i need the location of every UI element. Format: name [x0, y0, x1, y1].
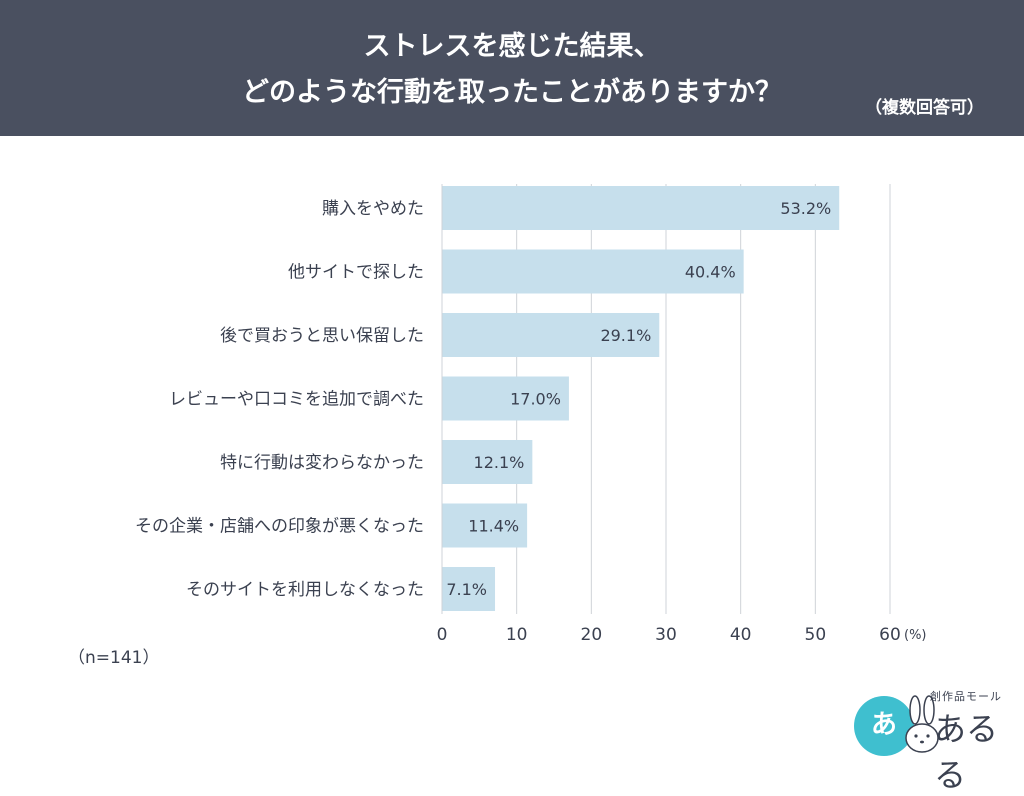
category-label-3: 後で買おうと思い保留した	[220, 326, 424, 346]
category-label-1: 購入をやめた	[322, 199, 424, 219]
category-label-6: その企業・店舗への印象が悪くなった	[135, 517, 424, 537]
category-label-2: 他サイトで探した	[288, 263, 424, 283]
data-label-3: 29.1%	[600, 326, 651, 345]
multiple-answer-note: （複数回答可）	[865, 98, 984, 118]
x-axis-unit: (%)	[904, 628, 927, 643]
bar-chart: 購入をやめた 53.2% 他サイトで探した 40.4% 後で買おうと思い保留した 29.1…	[135, 184, 927, 645]
bar-4	[442, 376, 569, 421]
chart-title: ストレスを感じた結果、 どのような行動を取ったことがありますか？	[0, 24, 1024, 116]
x-tick-label-10: 10	[506, 625, 528, 645]
data-label-2: 40.4%	[685, 263, 736, 282]
bar-7	[442, 567, 496, 611]
bar-3	[442, 313, 660, 357]
x-tick-label-0: 0	[437, 625, 448, 645]
category-label-5: 特に行動は変わらなかった	[220, 453, 424, 473]
data-label-4: 17.0%	[510, 390, 561, 409]
category-label-4: レビューや口コミを追加で調べた	[169, 390, 424, 410]
category-label-7: そのサイトを利用しなくなった	[186, 580, 424, 600]
header-banner: ストレスを感じた結果、 どのような行動を取ったことがありますか？ （複数回答可）	[0, 0, 1024, 136]
bar-1	[442, 186, 840, 230]
logo-subtitle: 創作品モール	[930, 690, 1002, 703]
x-tick-label-40: 40	[730, 625, 752, 645]
bar-5	[442, 440, 533, 484]
title-line-1: ストレスを感じた結果、	[363, 31, 661, 62]
x-tick-label-20: 20	[581, 625, 603, 645]
data-label-5: 12.1%	[474, 453, 525, 472]
bar-6	[442, 503, 528, 548]
rabbit-icon	[905, 695, 939, 753]
sample-size-note: （n=141）	[68, 648, 160, 668]
title-line-2: どのような行動を取ったことがありますか？	[242, 77, 782, 108]
data-label-7: 7.1%	[446, 580, 487, 599]
data-label-1: 53.2%	[780, 199, 831, 218]
logo-wordmark: あるる	[934, 710, 999, 794]
bar-2	[442, 249, 744, 294]
x-tick-label-50: 50	[805, 625, 827, 645]
x-tick-label-30: 30	[655, 625, 677, 645]
x-tick-label-60: 60	[879, 625, 901, 645]
data-label-6: 11.4%	[468, 517, 519, 536]
logo-circle: あ	[854, 696, 914, 756]
brand-logo: あ 創作品モール あるる	[850, 688, 1018, 794]
